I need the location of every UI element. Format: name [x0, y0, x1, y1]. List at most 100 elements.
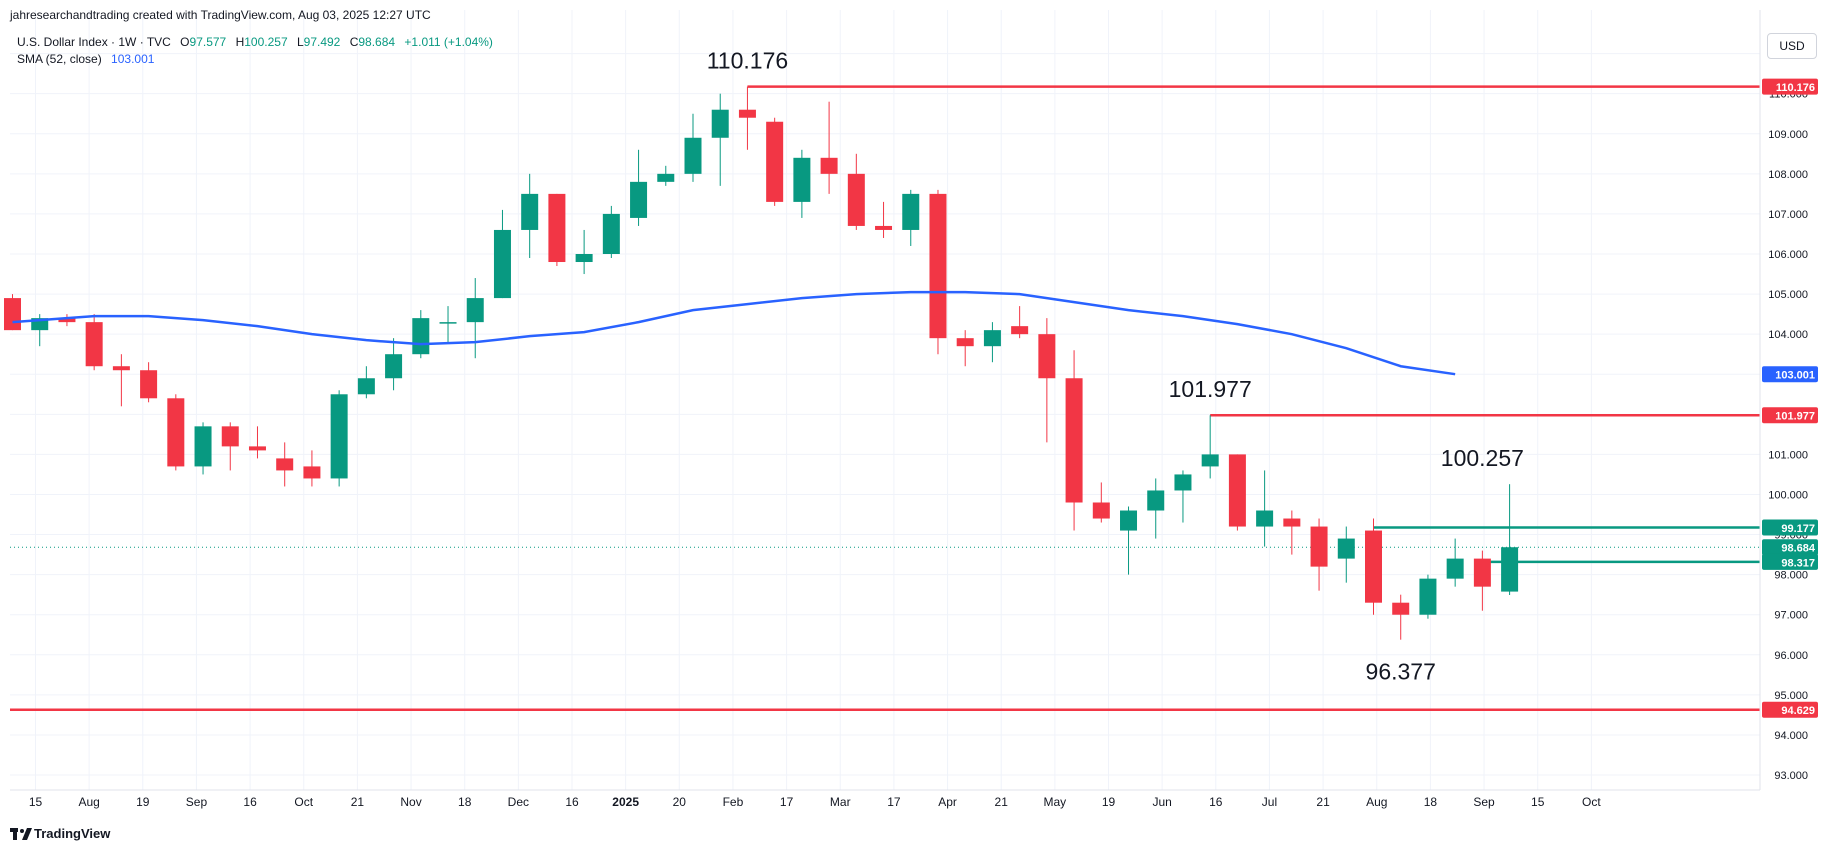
- time-tick-label: Dec: [508, 795, 529, 809]
- time-tick-label: Oct: [1582, 795, 1601, 809]
- candle-down: [875, 201, 893, 238]
- candle-up: [1147, 478, 1165, 539]
- price-tag-label: 94.629: [1781, 705, 1815, 717]
- candle-down: [1038, 318, 1056, 443]
- price-tick-label: 96.000: [1774, 650, 1808, 662]
- price-tick-label: 109.000: [1768, 129, 1808, 141]
- candle-body: [820, 157, 838, 174]
- time-tick-label: Aug: [78, 795, 99, 809]
- candle-down: [1228, 454, 1246, 531]
- candle-body: [1256, 510, 1274, 527]
- price-annotation: 110.176: [707, 48, 788, 74]
- candle-body: [602, 213, 620, 254]
- candle-body: [1283, 518, 1301, 527]
- sma-label[interactable]: SMA (52, close): [17, 52, 102, 66]
- candle-body: [1446, 558, 1464, 579]
- candle-body: [1392, 602, 1410, 615]
- price-tag: 94.629: [1762, 701, 1818, 718]
- candle-up: [521, 173, 539, 259]
- candle-down: [738, 86, 756, 150]
- currency-button[interactable]: USD: [1767, 33, 1817, 59]
- candle-body: [1120, 510, 1138, 531]
- candle-down: [248, 426, 266, 459]
- price-annotations: 110.176 101.977 100.257 96.377: [707, 48, 1524, 685]
- candle-up: [1174, 470, 1192, 523]
- price-tag-box: [1762, 701, 1818, 718]
- candle-down: [1011, 306, 1029, 339]
- candle-up: [1201, 415, 1219, 479]
- high-value: 100.257: [244, 35, 288, 49]
- price-tick-label: 105.000: [1768, 289, 1808, 301]
- candle-down: [1365, 518, 1382, 615]
- symbol-ohlc-row[interactable]: U.S. Dollar Index · 1W · TVC O97.577 H10…: [17, 34, 493, 51]
- candle-body: [1419, 578, 1437, 615]
- time-tick-label: 16: [243, 795, 257, 809]
- price-tag: 101.977: [1762, 407, 1818, 424]
- candle-body: [956, 338, 974, 347]
- candle-up: [657, 165, 675, 186]
- sma-legend-row[interactable]: SMA (52, close) 103.001: [17, 51, 493, 68]
- candle-up: [1419, 574, 1437, 619]
- candle-body: [548, 193, 566, 263]
- time-tick-label: Jun: [1152, 795, 1171, 809]
- time-axis[interactable]: 15 Aug 19 Sep 16 Oct 21 Nov 18 Dec 16 2025 20 Feb 17 Ma…: [29, 795, 1602, 809]
- price-tag: 98.317: [1762, 553, 1818, 570]
- price-tag-box: [1762, 78, 1818, 95]
- sma-value: 103.001: [111, 52, 155, 66]
- candle-down: [929, 189, 947, 355]
- candle-body: [1038, 334, 1056, 379]
- low-label: L: [296, 35, 304, 49]
- time-tick-label: Jul: [1262, 795, 1277, 809]
- time-tick-label: 19: [136, 795, 150, 809]
- sma-path: [12, 290, 1456, 376]
- time-tick-label: Mar: [830, 795, 851, 809]
- candle-up: [575, 229, 593, 275]
- candle-down: [1092, 482, 1110, 523]
- time-tick-label: 18: [1424, 795, 1438, 809]
- candle-down: [58, 314, 76, 327]
- candle-down: [1065, 350, 1083, 531]
- price-tick-label: 100.000: [1768, 489, 1808, 501]
- candle-body: [4, 298, 21, 331]
- candle-up: [630, 149, 648, 226]
- candle-body: [575, 254, 593, 263]
- symbol-title[interactable]: U.S. Dollar Index · 1W · TVC: [17, 35, 171, 49]
- candle-body: [875, 225, 893, 230]
- price-tag-label: 101.977: [1775, 411, 1815, 423]
- candle-down: [85, 314, 103, 371]
- candle-body: [1365, 530, 1382, 603]
- tradingview-footer[interactable]: TradingView: [10, 826, 110, 841]
- horizontal-levels: [10, 85, 1760, 711]
- candle-body: [85, 322, 103, 367]
- candle-body: [1065, 378, 1083, 503]
- candle-body: [412, 318, 430, 355]
- time-tick-label: 21: [995, 795, 1009, 809]
- time-tick-label: May: [1044, 795, 1067, 809]
- candlestick-series: [4, 86, 1519, 640]
- time-tick-label: Feb: [723, 795, 744, 809]
- price-tick-label: 97.000: [1774, 610, 1808, 622]
- candle-down: [1310, 518, 1328, 591]
- candle-up: [1501, 484, 1519, 596]
- time-tick-label: 21: [1316, 795, 1330, 809]
- time-tick-label: 16: [1209, 795, 1223, 809]
- price-tag: 110.176: [1762, 78, 1818, 95]
- candle-down: [1473, 550, 1491, 611]
- price-tag-label: 103.001: [1775, 370, 1815, 382]
- time-tick-label: Sep: [1473, 795, 1495, 809]
- close-value: 98.684: [358, 35, 396, 49]
- candle-body: [902, 193, 920, 230]
- price-tag: 98.684: [1762, 539, 1818, 556]
- time-tick-label: Apr: [938, 795, 957, 809]
- candle-body: [357, 378, 375, 395]
- candle-body: [711, 109, 729, 138]
- candle-body: [58, 318, 76, 323]
- candle-body: [1201, 454, 1219, 467]
- candle-up: [711, 93, 729, 186]
- open-label: O: [180, 35, 190, 49]
- candle-body: [847, 173, 865, 226]
- price-tag-label: 98.317: [1781, 557, 1815, 569]
- candle-body: [684, 137, 702, 174]
- candle-up: [983, 322, 1001, 363]
